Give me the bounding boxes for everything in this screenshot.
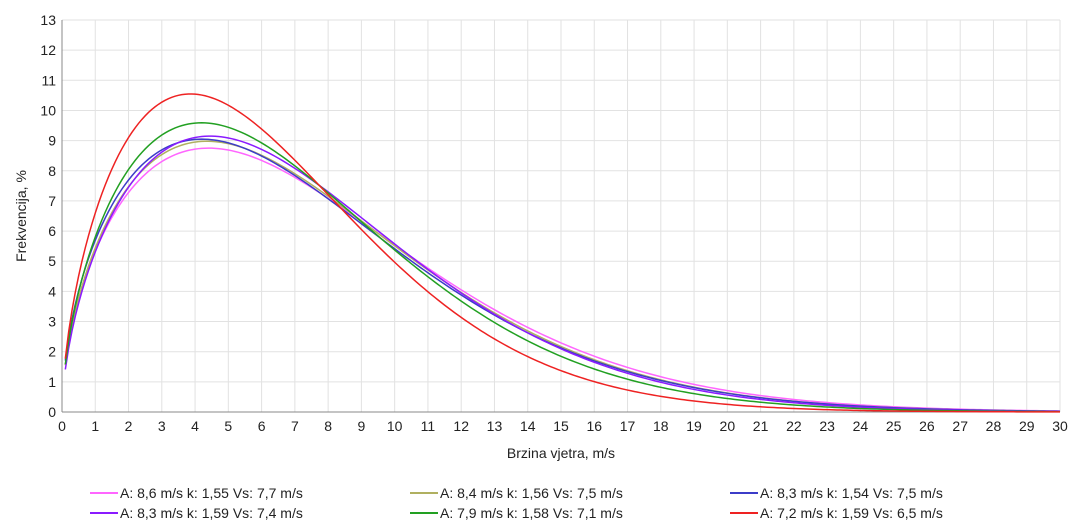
series-line-3 — [64, 138, 1061, 412]
axes — [61, 20, 1060, 413]
y-tick-label: 8 — [48, 163, 56, 179]
x-tick-label: 10 — [387, 418, 403, 434]
legend-swatch — [90, 492, 118, 494]
x-tick-label: 0 — [58, 418, 66, 434]
series-line-5 — [64, 122, 1061, 413]
x-tick-label: 20 — [720, 418, 736, 434]
x-tick-label: 29 — [1019, 418, 1035, 434]
legend-label: A: 8,4 m/s k: 1,56 Vs: 7,5 m/s — [440, 485, 623, 501]
y-tick-label: 9 — [48, 133, 56, 149]
legend-item: A: 8,3 m/s k: 1,59 Vs: 7,4 m/s — [90, 505, 303, 521]
x-tick-label: 3 — [158, 418, 166, 434]
x-tick-label: 22 — [786, 418, 802, 434]
x-tick-label: 19 — [686, 418, 702, 434]
x-tick-label: 6 — [258, 418, 266, 434]
x-tick-label: 24 — [853, 418, 869, 434]
x-tick-label: 21 — [753, 418, 769, 434]
legend-swatch — [730, 492, 758, 494]
series-line-4 — [64, 135, 1061, 413]
y-tick-label: 3 — [48, 314, 56, 330]
x-tick-labels: 0 1 2 3 4 5 6 7 8 9 10 11 12 13 14 15 16 17 18 19 20 21 22 23 24… — [58, 418, 1068, 434]
x-tick-label: 26 — [919, 418, 935, 434]
grid — [61, 19, 1061, 413]
y-tick-label: 10 — [40, 102, 56, 118]
x-tick-label: 9 — [358, 418, 366, 434]
legend-label: A: 8,3 m/s k: 1,54 Vs: 7,5 m/s — [760, 485, 943, 501]
x-tick-label: 18 — [653, 418, 669, 434]
y-tick-label: 1 — [48, 374, 56, 390]
x-axis-label: Brzina vjetra, m/s — [507, 445, 615, 461]
legend-item: A: 7,2 m/s k: 1,59 Vs: 6,5 m/s — [730, 505, 943, 521]
x-tick-label: 5 — [224, 418, 232, 434]
x-tick-label: 2 — [125, 418, 133, 434]
legend-label: A: 8,3 m/s k: 1,59 Vs: 7,4 m/s — [120, 505, 303, 521]
y-tick-label: 13 — [40, 12, 56, 28]
y-tick-label: 12 — [40, 42, 56, 58]
legend-swatch — [730, 512, 758, 514]
x-tick-label: 28 — [986, 418, 1002, 434]
legend-item: A: 8,3 m/s k: 1,54 Vs: 7,5 m/s — [730, 485, 943, 501]
y-tick-label: 6 — [48, 223, 56, 239]
x-tick-label: 25 — [886, 418, 902, 434]
series-lines — [64, 93, 1061, 413]
weibull-chart: 0 1 2 3 4 5 6 7 8 9 10 11 12 13 14 15 16 17 18 19 20 21 22 23 24… — [13, 12, 1068, 461]
x-tick-label: 14 — [520, 418, 536, 434]
y-tick-label: 5 — [48, 253, 56, 269]
legend-label: A: 7,9 m/s k: 1,58 Vs: 7,1 m/s — [440, 505, 623, 521]
x-tick-label: 16 — [586, 418, 602, 434]
legend-item: A: 8,4 m/s k: 1,56 Vs: 7,5 m/s — [410, 485, 623, 501]
y-tick-label: 4 — [48, 283, 56, 299]
legend-swatch — [410, 492, 438, 494]
legend-swatch — [90, 512, 118, 514]
legend-item: A: 7,9 m/s k: 1,58 Vs: 7,1 m/s — [410, 505, 623, 521]
x-tick-label: 27 — [952, 418, 968, 434]
x-tick-label: 1 — [91, 418, 99, 434]
x-tick-label: 4 — [191, 418, 199, 434]
series-line-6 — [64, 93, 1060, 413]
x-tick-label: 15 — [553, 418, 569, 434]
y-axis-label: Frekvencija, % — [13, 170, 29, 262]
legend-swatch — [410, 512, 438, 514]
y-tick-label: 0 — [48, 404, 56, 420]
x-tick-label: 30 — [1052, 418, 1068, 434]
x-tick-label: 11 — [421, 418, 436, 434]
legend-item: A: 8,6 m/s k: 1,55 Vs: 7,7 m/s — [90, 485, 303, 501]
x-tick-label: 17 — [620, 418, 636, 434]
x-tick-label: 7 — [291, 418, 299, 434]
x-tick-label: 8 — [324, 418, 332, 434]
legend-label: A: 8,6 m/s k: 1,55 Vs: 7,7 m/s — [120, 485, 303, 501]
y-tick-label: 2 — [48, 344, 56, 360]
legend-label: A: 7,2 m/s k: 1,59 Vs: 6,5 m/s — [760, 505, 943, 521]
x-tick-label: 12 — [453, 418, 469, 434]
y-tick-label: 11 — [41, 72, 56, 88]
x-tick-label: 23 — [819, 418, 835, 434]
series-line-1 — [64, 147, 1061, 412]
y-tick-label: 7 — [48, 193, 56, 209]
x-tick-label: 13 — [487, 418, 503, 434]
